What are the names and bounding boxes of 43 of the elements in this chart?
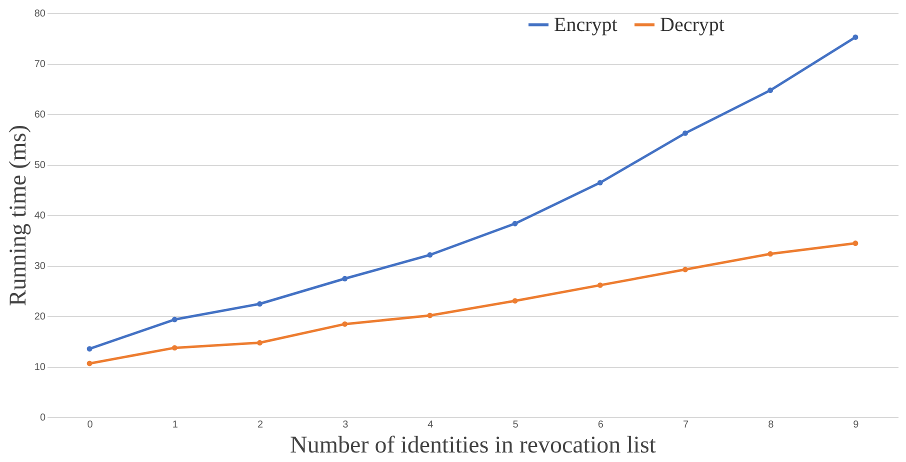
point [768,251,774,257]
y-tick-label: 60 [34,110,46,120]
x-tick-label: 8 [768,420,774,430]
point [597,180,603,186]
x-tick-label: 2 [257,420,264,430]
x-tick-label: 6 [598,420,604,430]
y-tick-label: 50 [34,160,46,171]
point [597,282,603,288]
legend-label: Decrypt [660,14,725,36]
point [682,266,688,272]
point [172,345,178,351]
point [427,312,433,318]
point [342,321,348,327]
x-tick-label: 9 [853,420,860,430]
point [427,252,433,258]
y-tick-label: 40 [34,210,46,222]
y-axis-title: Running time (ms) [5,124,32,306]
point [257,340,262,346]
point [86,346,92,352]
y-tick-label: 70 [34,59,46,70]
point [682,130,688,136]
x-tick-label: 5 [512,420,519,430]
x-axis-title: Number of identities in revocation list [290,432,656,458]
point [86,360,92,366]
x-tick-label: 1 [172,420,178,430]
legend-label: Encrypt [554,14,618,36]
y-tick-label: 0 [40,412,46,424]
x-tick-label: 4 [428,420,434,430]
x-tick-label: 7 [682,420,689,430]
y-tick-label: 80 [34,8,46,20]
point [512,220,518,226]
point [172,316,178,322]
point [342,276,348,282]
y-tick-label: 10 [34,362,46,373]
point [512,298,518,304]
point [768,88,774,93]
y-tick-label: 30 [34,261,46,272]
y-tick-label: 20 [34,312,46,322]
x-tick-label: 0 [87,420,94,430]
point [852,34,858,40]
point [852,240,858,246]
point [257,301,262,307]
x-tick-label: 3 [342,420,349,430]
